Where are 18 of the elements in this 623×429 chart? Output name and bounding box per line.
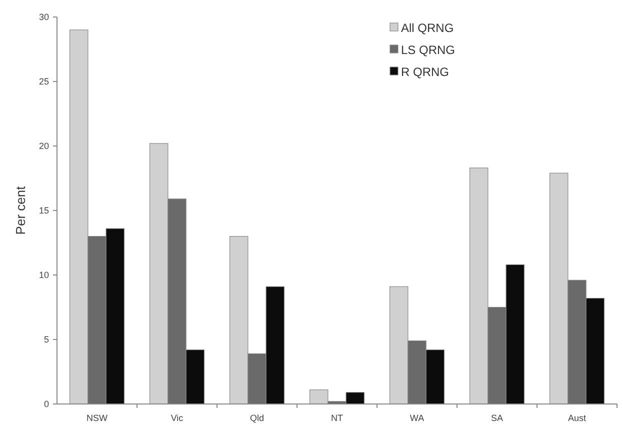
legend-label: All QRNG (401, 21, 454, 36)
y-tick-label: 0 (44, 399, 49, 410)
x-tick-label: Aust (568, 413, 586, 423)
x-tick-label: Qld (250, 413, 264, 423)
x-tick-label: SA (490, 413, 504, 423)
x-tick-label: NSW (86, 413, 108, 423)
y-tick-label: 10 (38, 270, 49, 280)
y-tick-label: 20 (38, 141, 49, 152)
y-tick-label: 30 (38, 12, 49, 22)
legend-label: LS QRNG (401, 43, 456, 58)
x-tick-label: Vic (170, 413, 184, 423)
y-axis-title: Per cent (13, 186, 28, 235)
x-tick-label: WA (410, 413, 424, 423)
x-tick-label: NT (331, 413, 344, 423)
y-tick-label: 15 (38, 206, 49, 216)
y-tick-label: 25 (38, 76, 49, 87)
legend-label: R QRNG (401, 65, 449, 80)
y-tick-label: 5 (44, 334, 49, 345)
